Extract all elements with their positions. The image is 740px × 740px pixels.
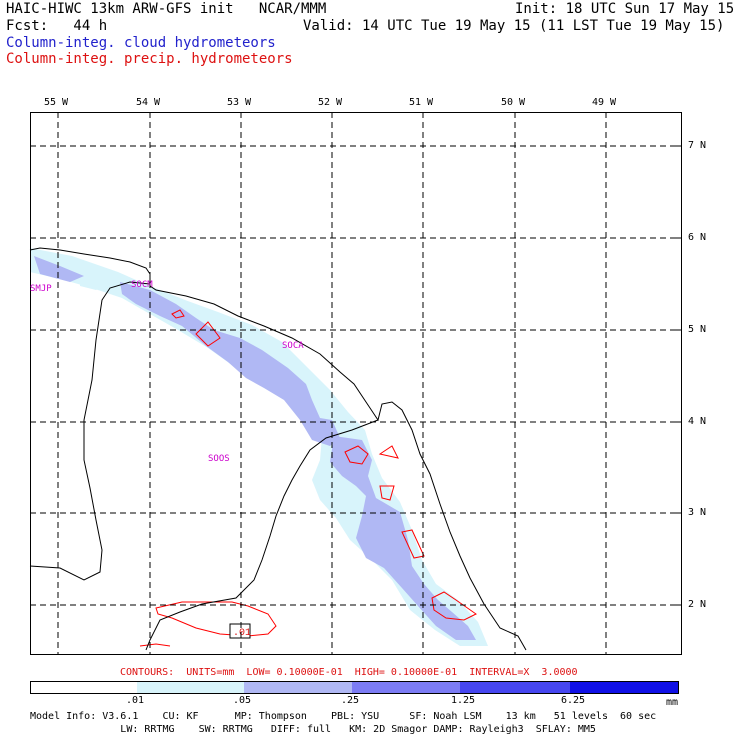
frame-ticks (57, 112, 681, 606)
colorbar-bin (460, 681, 570, 693)
cloud-field-mid (34, 256, 476, 640)
colorbar-outline (30, 681, 679, 694)
precip-contour (431, 591, 477, 621)
forecast-hour: Fcst: 44 h (6, 18, 108, 34)
precip-contour (195, 321, 221, 347)
field-precip-label: Column-integ. precip. hydrometeors (6, 51, 293, 67)
station-label: SMJP (30, 284, 52, 294)
coastline (29, 247, 527, 651)
lon-label: 53 W (227, 97, 252, 108)
lat-label: 7 N (688, 140, 707, 151)
station-label: SOOS (208, 454, 230, 464)
valid-time: Valid: 14 UTC Tue 19 May 15 (11 LST Tue … (303, 18, 725, 34)
lat-label: 4 N (688, 416, 707, 427)
precip-contour (401, 529, 425, 559)
field-cloud-label: Column-integ. cloud hydrometeors (6, 35, 276, 51)
lat-label: 3 N (688, 507, 707, 518)
contour-label: .01 (233, 628, 251, 639)
plot-title: HAIC-HIWC 13km ARW-GFS init NCAR/MMM (6, 1, 327, 17)
colorbar-tick: 1.25 (451, 695, 476, 706)
map-frame (30, 112, 682, 655)
colorbar-bin (352, 681, 460, 693)
lon-label: 51 W (409, 97, 434, 108)
model-info-line2: LW: RRTMG SW: RRTMG DIFF: full KM: 2D Sm… (30, 724, 596, 735)
colorbar-unit: mm (666, 697, 679, 708)
lon-label: 49 W (592, 97, 617, 108)
precip-contour (171, 309, 185, 319)
contour-label-box (229, 623, 251, 639)
lat-label: 5 N (688, 324, 707, 335)
border (145, 419, 379, 651)
cloud-field-low (80, 272, 112, 290)
contours-info: CONTOURS: UNITS=mm LOW= 0.10000E-01 HIGH… (120, 667, 578, 678)
precip-contour (155, 601, 277, 637)
border (29, 281, 151, 581)
colorbar-bin (570, 681, 679, 693)
colorbar-tick: .25 (341, 695, 360, 706)
lon-label: 50 W (501, 97, 526, 108)
lon-label: 52 W (318, 97, 343, 108)
init-time: Init: 18 UTC Sun 17 May 15 (515, 1, 735, 17)
lat-label: 6 N (688, 232, 707, 243)
colorbar (30, 681, 679, 694)
colorbar-tick: 6.25 (561, 695, 586, 706)
lat-label: 2 N (688, 599, 707, 610)
colorbar-bin (137, 681, 244, 693)
lon-label: 54 W (136, 97, 161, 108)
graticule (30, 112, 681, 654)
precip-contour (378, 445, 399, 459)
precip-contour (139, 643, 171, 647)
lon-label: 55 W (44, 97, 69, 108)
coastlines-borders (29, 247, 527, 651)
colorbar-bin (244, 681, 352, 693)
colorbar-tick: .01 (126, 695, 145, 706)
station-label: SOCA (282, 341, 304, 351)
precip-contour (344, 445, 369, 465)
precip-contour (379, 485, 395, 501)
station-label: SOCM (131, 280, 153, 290)
colorbar-tick: .05 (233, 695, 252, 706)
model-info-line1: Model Info: V3.6.1 CU: KF MP: Thompson P… (30, 711, 657, 722)
colorbar-bin (30, 681, 137, 693)
